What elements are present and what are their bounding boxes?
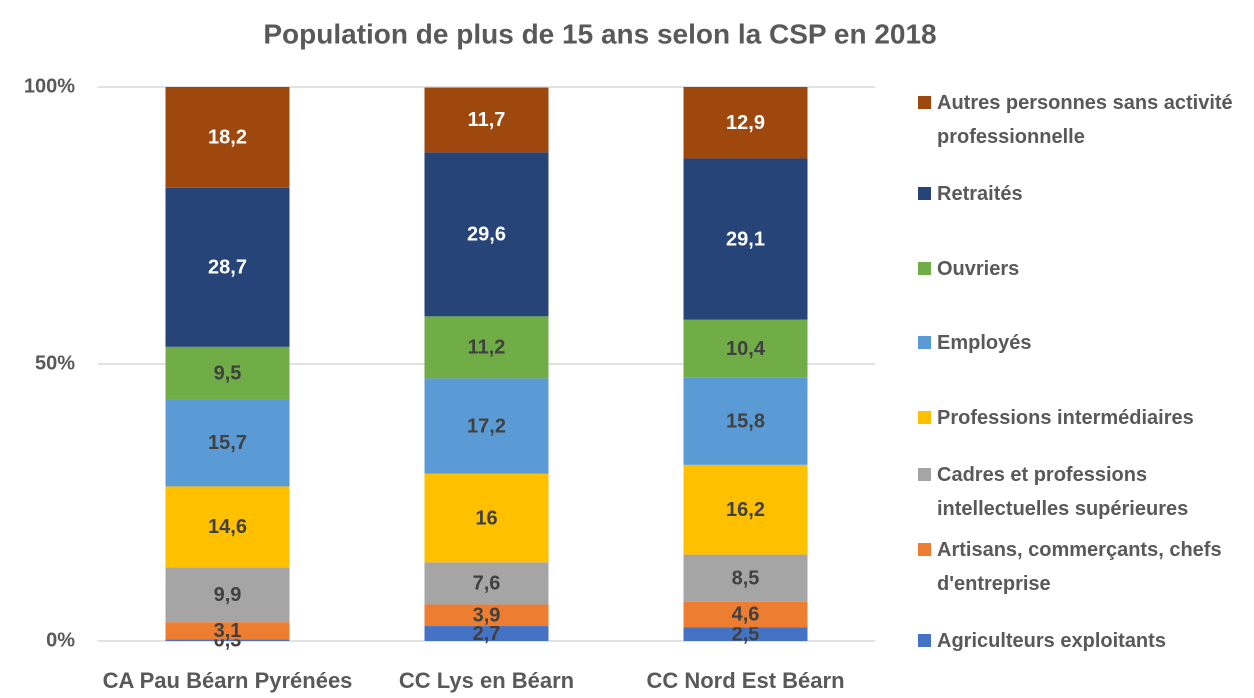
bar-segment (424, 562, 549, 605)
legend-label: Employés (937, 332, 1032, 354)
bar-segment (165, 622, 290, 640)
legend-swatch (918, 187, 931, 200)
data-label: 28,7 (208, 257, 247, 279)
bar-segment (424, 152, 549, 317)
legend-swatch (918, 410, 931, 424)
x-tick-label: CC Nord Est Béarn (646, 668, 844, 693)
data-label: 7,6 (473, 573, 501, 595)
bar-segment (683, 87, 808, 159)
legend-item: Ouvriers (918, 252, 1248, 286)
data-label: 29,6 (467, 224, 506, 246)
legend-label: Autres personnes sans activité professio… (937, 91, 1233, 148)
data-label: 14,6 (208, 516, 247, 538)
legend-item: Agriculteurs exploitants (918, 624, 1248, 658)
legend-swatch (918, 634, 931, 647)
data-label: 11,2 (468, 337, 506, 359)
legend-label: Cadres et professions intellectuelles su… (937, 464, 1189, 520)
data-label: 29,1 (726, 228, 765, 250)
legend-item: Retraités (918, 177, 1248, 211)
data-label: 9,5 (214, 362, 242, 384)
bar-segment (165, 87, 290, 188)
data-label: 2,5 (732, 623, 760, 645)
bar-segment (683, 627, 808, 641)
data-label: 18,2 (208, 127, 247, 149)
legend-item: Artisans, commerçants, chefs d'entrepris… (918, 533, 1248, 601)
chart-title: Population de plus de 15 ans selon la CS… (263, 18, 936, 49)
legend-item: Cadres et professions intellectuelles su… (918, 458, 1248, 526)
bar-segment (683, 319, 808, 378)
y-tick-label: 50% (35, 352, 75, 374)
bar-segment (683, 554, 808, 602)
data-label: 3,1 (214, 620, 242, 642)
legend-label: Retraités (937, 183, 1023, 205)
legend-swatch (918, 542, 931, 556)
data-label: 9,9 (214, 584, 242, 606)
legend-swatch (918, 468, 931, 481)
bar-segment (424, 87, 549, 153)
data-label: 4,6 (732, 604, 760, 626)
bar-segment (683, 158, 808, 320)
bar-segment (683, 464, 808, 555)
legend-swatch (918, 261, 931, 275)
bar-segment (165, 567, 290, 623)
data-label: 11,7 (468, 109, 506, 131)
legend-swatch (918, 336, 931, 349)
bar-segment (424, 316, 549, 379)
legend-label: Professions intermédiaires (937, 406, 1194, 429)
y-tick-label: 100% (24, 75, 75, 97)
data-label: 10,4 (726, 338, 766, 360)
bar-segment (683, 601, 808, 628)
legend-label: Ouvriers (937, 257, 1020, 280)
bar-segment (165, 346, 290, 400)
bar-segment (424, 378, 549, 474)
bar-segment (165, 639, 290, 641)
bar-segment (165, 399, 290, 487)
legend-swatch (918, 95, 931, 109)
bar-segment (424, 604, 549, 627)
bar-segment (165, 486, 290, 568)
bar-segment (683, 377, 808, 465)
bar-segment (424, 626, 549, 641)
data-label: 12,9 (726, 112, 765, 134)
legend-label: Artisans, commerçants, chefs d'entrepris… (937, 538, 1222, 595)
data-label: 16 (475, 507, 497, 529)
x-tick-label: CC Lys en Béarn (399, 668, 574, 693)
data-label: 8,5 (732, 567, 760, 589)
bar-segment (424, 473, 549, 563)
data-label: 15,8 (726, 410, 765, 432)
x-tick-label: CA Pau Béarn Pyrénées (103, 668, 353, 693)
data-label: 15,7 (208, 432, 247, 454)
bar-segment (165, 187, 290, 347)
legend-item: Employés (918, 326, 1248, 360)
data-label: 16,2 (726, 499, 765, 521)
legend-label: Agriculteurs exploitants (937, 630, 1166, 652)
legend-item: Professions intermédiaires (918, 401, 1248, 435)
data-label: 3,9 (473, 605, 501, 627)
legend-item: Autres personnes sans activité professio… (918, 86, 1248, 154)
data-label: 2,7 (473, 623, 501, 645)
y-tick-label: 0% (46, 629, 75, 651)
data-label: 17,2 (467, 415, 506, 437)
